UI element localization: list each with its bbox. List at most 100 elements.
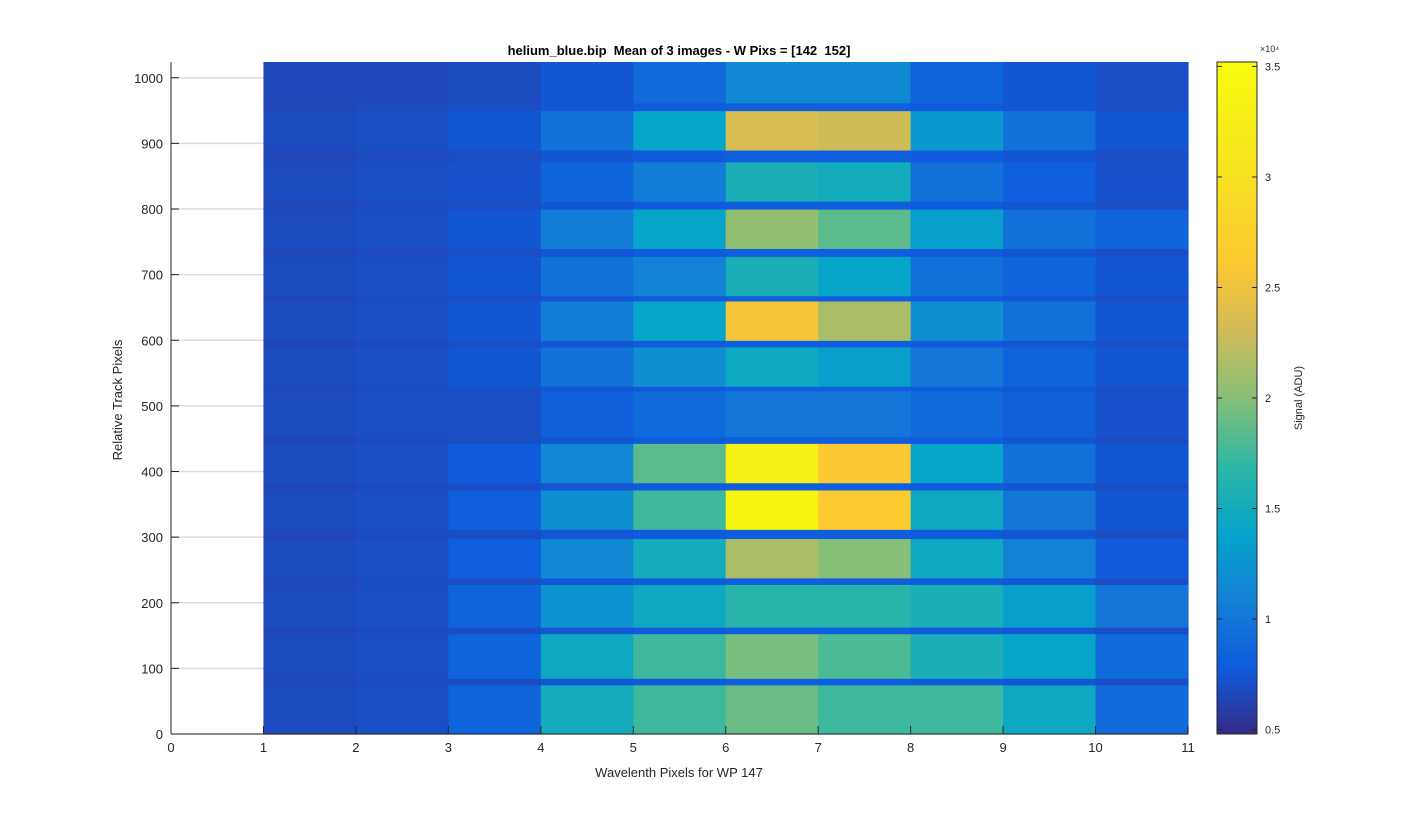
heatmap-cell: [1095, 627, 1189, 635]
heatmap-cell: [540, 684, 634, 735]
heatmap-cell: [633, 489, 727, 530]
x-tick-label: 8: [907, 740, 914, 755]
heatmap-cell: [355, 538, 449, 579]
heatmap-cell: [540, 627, 634, 635]
y-tick-label: 800: [141, 202, 163, 217]
heatmap-cell: [540, 489, 634, 530]
heatmap-cell: [633, 633, 727, 679]
heatmap-cell: [448, 678, 542, 686]
heatmap-cell: [355, 110, 449, 151]
heatmap-cell: [1003, 161, 1097, 202]
heatmap-cell: [1095, 443, 1189, 484]
heatmap-cell: [263, 110, 357, 151]
heatmap-cell: [540, 584, 634, 628]
colorbar-tick-label: 0.5: [1265, 725, 1280, 737]
heatmap-cell: [355, 209, 449, 249]
y-tick-label: 500: [141, 399, 163, 414]
heatmap-cell: [355, 577, 449, 585]
colorbar: 0.5 1 1.5 2 2.5 3 3.5 ×10⁴ Signal (ADU): [1216, 44, 1305, 737]
heatmap-cell: [725, 209, 819, 249]
heatmap-cell: [355, 443, 449, 484]
heatmap-cell: [540, 577, 634, 585]
heatmap-cell: [540, 62, 634, 104]
heatmap-cell: [355, 340, 449, 348]
heatmap-cell: [633, 201, 727, 210]
heatmap-cell: [910, 209, 1004, 249]
heatmap-cell: [818, 256, 912, 297]
heatmap-cell: [725, 201, 819, 210]
colorbar-tick-label: 3.5: [1265, 61, 1280, 73]
heatmap-cell: [725, 678, 819, 686]
heatmap-cell: [263, 209, 357, 249]
heatmap-cell: [633, 62, 727, 104]
heatmap-cell: [263, 633, 357, 679]
heatmap-cell: [1003, 584, 1097, 628]
y-tick-label: 900: [141, 136, 163, 151]
heatmap-cell: [725, 248, 819, 257]
heatmap-cell: [540, 390, 634, 438]
heatmap-cell: [910, 340, 1004, 348]
heatmap-cell: [1095, 489, 1189, 530]
heatmap-cell: [910, 678, 1004, 686]
heatmap-cell: [540, 102, 634, 112]
heatmap-cell: [355, 584, 449, 628]
heatmap-cell: [263, 443, 357, 484]
y-tick-label: 300: [141, 530, 163, 545]
heatmap-cell: [263, 489, 357, 530]
heatmap-cell: [540, 678, 634, 686]
heatmap-cell: [448, 584, 542, 628]
heatmap-cell: [540, 529, 634, 540]
heatmap-cell: [1003, 390, 1097, 438]
colorbar-tick-label: 2.5: [1265, 282, 1280, 294]
heatmap-cell: [1003, 149, 1097, 163]
x-tick-label: 6: [722, 740, 729, 755]
heatmap-cell: [633, 110, 727, 151]
heatmap-cell: [633, 248, 727, 257]
heatmap-cell: [1003, 627, 1097, 635]
axes: 0 1 2 3 4 5 6 7 8 9 10 11 0 100 200 300 400 500 600 700 800 9…: [134, 62, 1195, 755]
heatmap-cell: [910, 149, 1004, 163]
y-axis-label: Relative Track Pixels: [110, 339, 125, 460]
heatmap-cell: [910, 627, 1004, 635]
colorbar-label: Signal (ADU): [1293, 366, 1305, 430]
heatmap-cell: [263, 436, 357, 444]
heatmap-cell: [725, 577, 819, 585]
heatmap-cell: [263, 584, 357, 628]
heatmap-cell: [1003, 295, 1097, 302]
heatmap-cell: [725, 295, 819, 302]
heatmap-cell: [448, 256, 542, 297]
y-tick-label: 600: [141, 333, 163, 348]
heatmap-cell: [725, 256, 819, 297]
heatmap-cell: [540, 482, 634, 491]
heatmap-cell: [633, 295, 727, 302]
heatmap-cell: [355, 529, 449, 540]
heatmap-cell: [540, 295, 634, 302]
heatmap-cell: [633, 340, 727, 348]
heatmap-cell: [910, 295, 1004, 302]
heatmap-cell: [1095, 248, 1189, 257]
heatmap-cell: [263, 295, 357, 302]
heatmap-cell: [448, 443, 542, 484]
heatmap-cell: [448, 482, 542, 491]
heatmap-cell: [263, 678, 357, 686]
heatmap-cell: [355, 62, 449, 104]
x-tick-label: 10: [1088, 740, 1102, 755]
heatmap-cell: [633, 149, 727, 163]
heatmap-cell: [448, 209, 542, 249]
heatmap-cell: [355, 627, 449, 635]
colorbar-tick-label: 1.5: [1265, 504, 1280, 516]
colorbar-tick-label: 3: [1265, 172, 1271, 184]
heatmap-cell: [263, 256, 357, 297]
heatmap-cell: [448, 627, 542, 635]
heatmap-cell: [910, 256, 1004, 297]
heatmap-cell: [1095, 577, 1189, 585]
heatmap-cell: [448, 529, 542, 540]
heatmap-cell: [540, 436, 634, 444]
heatmap-cell: [633, 684, 727, 735]
heatmap-cell: [725, 633, 819, 679]
heatmap-cell: [818, 346, 912, 387]
heatmap-cell: [633, 443, 727, 484]
heatmap-cell: [725, 390, 819, 438]
heatmap-cell: [633, 102, 727, 112]
